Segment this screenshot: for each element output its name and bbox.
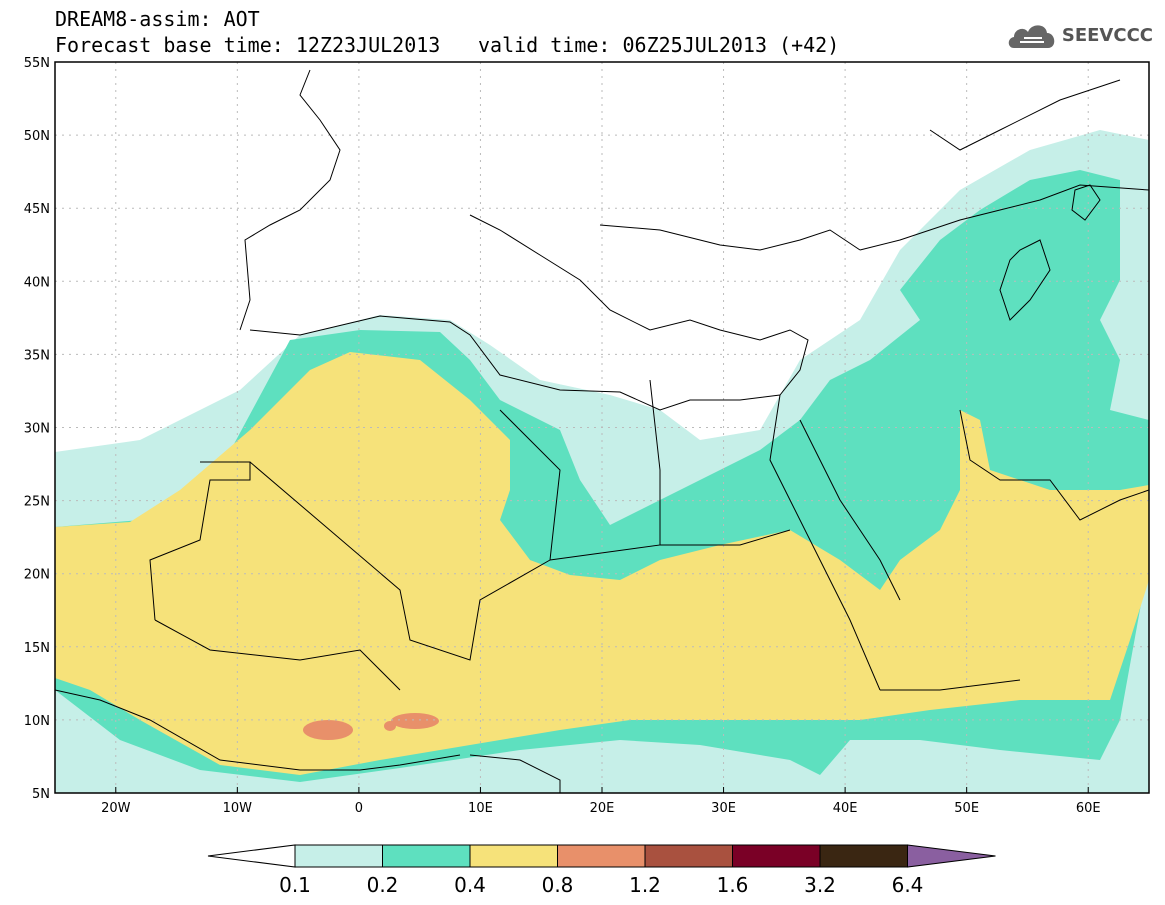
colorbar-segment bbox=[557, 844, 646, 868]
lon-label: 60E bbox=[1076, 801, 1101, 816]
lat-label: 10N bbox=[24, 714, 50, 729]
lon-label: 10E bbox=[468, 801, 493, 816]
latitude-labels: 55N 50N 45N 40N 35N 30N 25N 20N 15N 10N 5N bbox=[24, 56, 50, 802]
logo-text: SEEVCCC bbox=[1061, 24, 1153, 46]
longitude-labels: 20W 10W 0 10E 20E 30E 40E 50E 60E bbox=[101, 801, 1101, 816]
colorbar-label: 6.4 bbox=[892, 873, 924, 897]
title-line-1: DREAM8-assim: AOT bbox=[55, 7, 260, 31]
colorbar-label: 1.6 bbox=[717, 873, 749, 897]
lon-label: 0 bbox=[355, 801, 363, 816]
seevccc-logo: SEEVCCC bbox=[1006, 20, 1153, 50]
lat-label: 5N bbox=[32, 787, 50, 802]
aral-sea bbox=[1071, 184, 1101, 221]
lon-label: 40E bbox=[833, 801, 858, 816]
forecast-base-time: Forecast base time: 12Z23JUL2013 bbox=[55, 33, 441, 57]
lat-label: 30N bbox=[24, 422, 50, 437]
lon-label: 30E bbox=[711, 801, 736, 816]
lat-label: 45N bbox=[24, 202, 50, 217]
colorbar-high-arrow bbox=[907, 844, 996, 868]
lat-label: 15N bbox=[24, 641, 50, 656]
colorbar-label: 0.8 bbox=[542, 873, 574, 897]
colorbar-segment bbox=[732, 844, 821, 868]
colorbar-segment bbox=[294, 844, 383, 868]
aot-0.8-blob bbox=[384, 721, 396, 731]
aot-0.4-contour bbox=[55, 352, 1149, 775]
graticule bbox=[55, 62, 1149, 793]
lon-label: 20E bbox=[590, 801, 615, 816]
lat-label: 25N bbox=[24, 495, 50, 510]
aot-0.8-blob bbox=[391, 713, 439, 729]
lon-label: 20W bbox=[101, 801, 131, 816]
lat-label: 35N bbox=[24, 348, 50, 363]
colorbar-label: 3.2 bbox=[804, 873, 836, 897]
lon-label: 10W bbox=[223, 801, 253, 816]
axis-ticks bbox=[115, 787, 1089, 793]
lon-label: 50E bbox=[954, 801, 979, 816]
colorbar: 0.1 0.2 0.4 0.8 1.2 1.6 3.2 6.4 bbox=[207, 844, 996, 897]
colorbar-low-arrow bbox=[207, 844, 296, 868]
lat-label: 20N bbox=[24, 568, 50, 583]
colorbar-segment bbox=[644, 844, 733, 868]
lat-label: 40N bbox=[24, 275, 50, 290]
colorbar-label: 0.2 bbox=[367, 873, 399, 897]
colorbar-label: 0.1 bbox=[279, 873, 311, 897]
colorbar-label: 1.2 bbox=[629, 873, 661, 897]
colorbar-segment bbox=[819, 844, 908, 868]
caspian-sea bbox=[999, 239, 1051, 321]
colorbar-segment bbox=[382, 844, 471, 868]
lat-label: 55N bbox=[24, 56, 50, 71]
cloud-icon bbox=[1008, 25, 1055, 48]
aot-0.8-blob bbox=[303, 720, 353, 740]
colorbar-label: 0.4 bbox=[454, 873, 486, 897]
coastlines bbox=[55, 69, 1149, 793]
valid-time: valid time: 06Z25JUL2013 (+42) bbox=[478, 33, 840, 57]
colorbar-segment bbox=[469, 844, 558, 868]
lat-label: 50N bbox=[24, 129, 50, 144]
